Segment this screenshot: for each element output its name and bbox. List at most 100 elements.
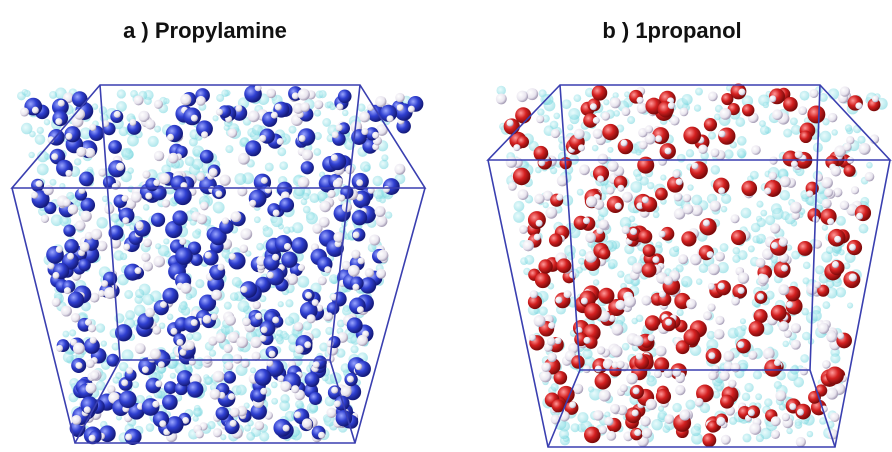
hydrogen-atom	[849, 244, 856, 251]
hydrogen-atom	[387, 115, 394, 122]
hydrogen-atom	[150, 349, 161, 360]
hydrogen-atom	[56, 246, 63, 253]
hydrogen-atom	[748, 409, 755, 416]
hydrogen-atom	[555, 337, 562, 344]
hydrogen-atom	[774, 359, 781, 366]
hydrogen-atom	[599, 390, 611, 402]
solvent-haze	[101, 341, 107, 347]
solvent-haze	[646, 376, 657, 387]
heavy-atom	[108, 140, 122, 154]
hydrogen-atom	[196, 96, 206, 106]
solvent-haze	[195, 279, 204, 288]
hydrogen-atom	[856, 213, 863, 220]
hydrogen-atom	[708, 352, 715, 359]
hydrogen-atom	[639, 141, 648, 150]
hydrogen-atom	[731, 363, 741, 373]
hydrogen-atom	[707, 251, 714, 258]
solvent-haze	[232, 277, 242, 287]
hydrogen-atom	[228, 128, 237, 137]
hydrogen-atom	[275, 104, 282, 111]
solvent-haze	[143, 204, 150, 211]
hydrogen-atom	[255, 313, 262, 320]
hydrogen-atom	[145, 308, 155, 318]
hydrogen-atom	[294, 411, 301, 418]
solvent-haze	[192, 230, 201, 239]
solvent-haze	[559, 429, 569, 439]
solvent-haze	[672, 403, 681, 412]
heavy-atom	[721, 93, 733, 105]
propylamine-box	[12, 84, 425, 445]
hydrogen-atom	[283, 425, 290, 432]
solvent-haze	[782, 341, 789, 348]
hydrogen-atom	[209, 168, 218, 177]
solvent-haze	[553, 113, 560, 120]
hydrogen-atom	[756, 258, 766, 268]
hydrogen-atom	[90, 371, 99, 380]
hydrogen-atom	[369, 234, 380, 245]
hydrogen-atom	[597, 346, 605, 354]
hydrogen-atom	[519, 225, 528, 234]
hydrogen-atom	[611, 345, 623, 357]
solvent-haze	[37, 164, 49, 176]
solvent-haze	[351, 345, 359, 353]
hydrogen-atom	[800, 367, 808, 375]
hydrogen-atom	[408, 106, 415, 113]
hydrogen-atom	[353, 231, 360, 238]
hydrogen-atom	[630, 228, 637, 235]
hydrogen-atom	[377, 250, 389, 262]
heavy-atom	[162, 394, 178, 410]
heavy-atom	[549, 233, 563, 247]
hydrogen-atom	[855, 102, 862, 109]
hydrogen-atom	[723, 351, 734, 362]
solvent-haze	[737, 148, 747, 158]
heavy-atom	[598, 288, 614, 304]
solvent-haze	[571, 423, 580, 432]
hydrogen-atom	[578, 144, 585, 151]
heavy-atom	[584, 427, 601, 444]
hydrogen-atom	[583, 217, 590, 224]
heavy-atom	[78, 259, 91, 272]
solvent-haze	[653, 211, 660, 218]
hydrogen-atom	[240, 228, 252, 240]
heavy-atom	[162, 288, 178, 304]
hydrogen-atom	[781, 265, 788, 272]
hydrogen-atom	[642, 196, 649, 203]
hydrogen-atom	[75, 220, 86, 231]
solvent-haze	[708, 132, 716, 140]
heavy-atom	[681, 231, 696, 246]
solvent-haze	[381, 154, 388, 161]
hydrogen-atom	[583, 365, 591, 373]
solvent-haze	[289, 126, 297, 134]
hydrogen-atom	[219, 175, 230, 186]
hydrogen-atom	[507, 119, 514, 126]
solvent-haze	[285, 316, 294, 325]
hydrogen-atom	[376, 216, 387, 227]
heavy-atom	[798, 241, 813, 256]
heavy-atom	[642, 263, 657, 278]
hydrogen-atom	[357, 306, 364, 313]
solvent-haze	[582, 349, 592, 359]
hydrogen-atom	[61, 306, 72, 317]
solvent-haze	[830, 353, 840, 363]
hydrogen-atom	[698, 145, 707, 154]
hydrogen-atom	[216, 109, 223, 116]
hydrogen-atom	[636, 353, 643, 360]
solvent-haze	[748, 245, 755, 252]
solvent-haze	[562, 99, 572, 109]
solvent-haze	[74, 158, 81, 165]
hydrogen-atom	[703, 311, 712, 320]
hydrogen-atom	[604, 417, 613, 426]
hydrogen-atom	[125, 434, 132, 441]
solvent-haze	[213, 202, 225, 214]
solvent-haze	[635, 174, 642, 181]
hydrogen-atom	[211, 313, 218, 320]
hydrogen-atom	[593, 129, 603, 139]
hydrogen-atom	[775, 390, 786, 401]
hydrogen-atom	[298, 177, 310, 189]
hydrogen-atom	[555, 297, 562, 304]
solvent-haze	[111, 213, 120, 222]
solvent-haze	[238, 300, 250, 312]
hydrogen-atom	[778, 321, 789, 332]
hydrogen-atom	[260, 388, 267, 395]
hydrogen-atom	[133, 95, 143, 105]
